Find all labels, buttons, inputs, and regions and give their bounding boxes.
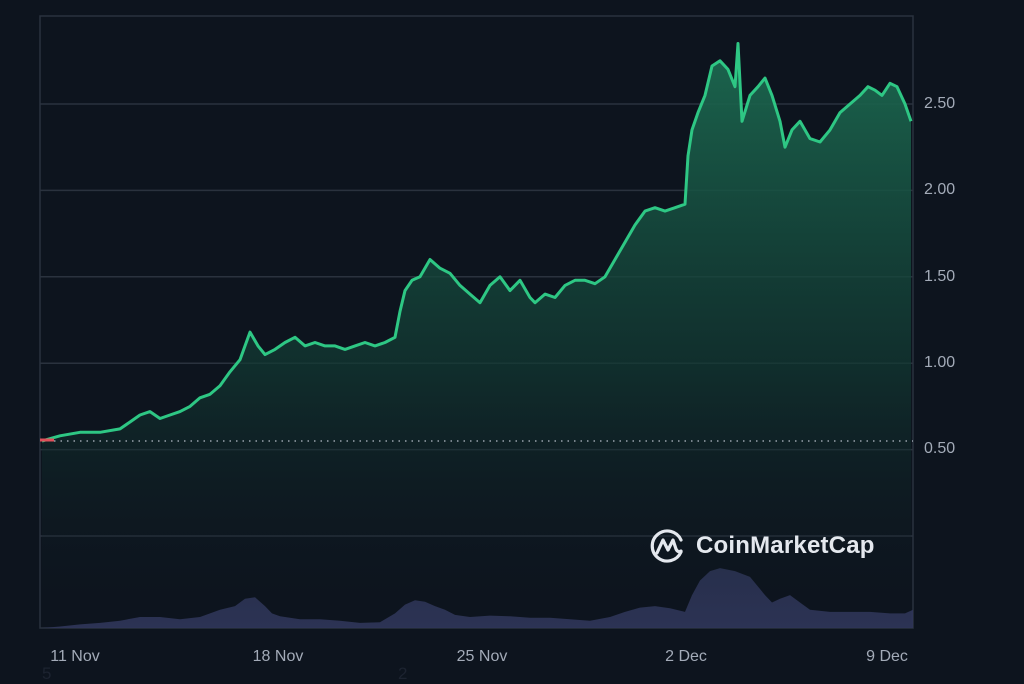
y-tick: 2.50 [924, 95, 956, 112]
stray-digit: 5 [42, 664, 52, 683]
coinmarketcap-logo: CoinMarketCap [648, 526, 875, 566]
y-tick: 1.00 [924, 354, 956, 371]
x-tick: 11 Nov [50, 648, 100, 665]
price-area [42, 43, 911, 628]
coinmarketcap-logo-icon [650, 529, 683, 563]
y-tick: 1.50 [924, 268, 956, 285]
x-tick: 18 Nov [252, 648, 304, 665]
x-tick: 9 Dec [866, 648, 908, 665]
y-tick: 2.00 [924, 181, 956, 198]
y-tick: 0.50 [924, 440, 956, 457]
brand-name: CoinMarketCap [696, 532, 875, 559]
price-line [41, 42, 913, 443]
x-tick: 25 Nov [456, 648, 508, 665]
x-tick: 2 Dec [665, 648, 707, 665]
stray-digit: 2 [398, 664, 408, 683]
